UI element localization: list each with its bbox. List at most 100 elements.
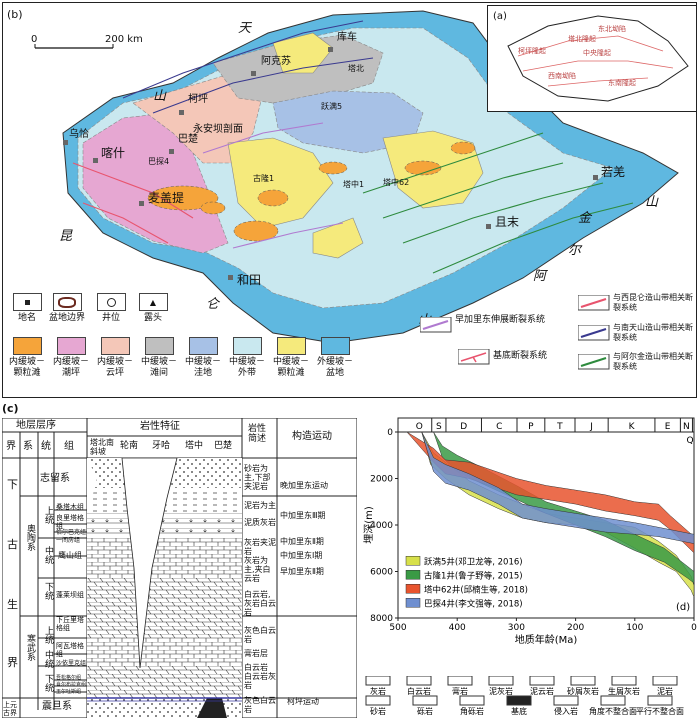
y-tick-label: 8000 [370,614,393,624]
place-marker [486,224,491,229]
desc-0: 砂岩为主,下部夹泥岩 [244,464,271,491]
legend-label-2: 塔中62井(邱楠生等, 2018) [424,584,528,595]
fault-lines [72,20,634,274]
desc-6: 灰色白云岩 [244,626,276,644]
tong-4: 中统 [43,650,53,668]
place-kuqa: 库车 [337,32,357,43]
desc-9: 白云岩灰岩 [244,672,276,690]
facies-6: 中缓坡－颗粒滩 [269,337,313,379]
head-tecto: 构造运动 [292,431,332,442]
burial-chart: O S D C P T J K E N Q 500 400 300 200 100 0 0 2000 4000 6000… [362,406,698,676]
facies-4: 中缓坡－洼地 [181,337,225,379]
lith-label: 砾岩 [417,706,433,716]
lith-label: 泥岩 [657,686,673,696]
zu-5: 蓬莱坝组 [56,591,84,599]
period-label: S [436,422,442,432]
strat-table [2,418,357,718]
place-marker [139,201,144,206]
head-xi: 系 [23,441,33,452]
legend-west-kunlun: 与西昆仑造山带相关断裂系统 [578,293,699,313]
lith-label: 膏岩 [452,686,468,696]
grain-shoal [404,160,442,176]
zu-0: 桑塔木组 [56,503,84,511]
zu-9: 吾松格尔组 [56,675,82,681]
lith-swatch [459,695,485,706]
x-tick-label: 200 [567,623,584,633]
head-desc: 岩性简述 [248,424,267,444]
place-kashi: 喀什 [101,146,126,160]
place-wuqia: 乌恰 [69,129,89,140]
label-bt4: 巴探4 [148,157,170,166]
zone-tabei: 塔北隆起 [568,35,596,43]
tong-2: 下统 [43,582,53,600]
zu-4: 鹰山组 [58,551,82,560]
desc-4: 灰岩为主,夹白云岩 [244,556,271,583]
legend-basin-boundary: 盆地边界 [47,293,87,324]
grain-shoal [147,185,219,211]
lith-swatch [506,695,532,706]
legend-label-3: 巴探4井(李文强等, 2018) [424,598,523,609]
lith-label: 砂岩 [370,706,386,716]
lith-swatch [652,675,678,686]
place-marker [179,110,184,115]
legend-swatch-3 [405,598,421,608]
lith-legend: 灰岩 白云岩 膏岩 泥灰岩 泥云岩 砂屑灰岩 生屑灰岩 泥岩 砂岩 砾岩 角砾岩 基底 侵入岩 角度不整合… [362,675,698,716]
tecto-3: 中加里东Ⅰ期 [280,551,323,560]
lith-label: 基底 [511,706,527,716]
legend-early-caledonian: 早加里东伸展断裂系统 [420,315,545,333]
zu-6: 下丘里塔格组 [56,616,84,632]
inset-a: (a) 东北坳陷 中央隆起 西南坳陷 东南隆起 塔北隆起 柯坪隆起 [487,5,697,112]
yellow-shoal-2 [227,137,334,229]
legend-swatch-0 [405,556,421,566]
region-er: 尔 [568,243,582,258]
label-gl1: 古隆1 [253,174,275,183]
zone-keping: 柯坪隆起 [518,47,546,55]
legend-well: 井位 [91,293,131,324]
y-tick-label: 6000 [370,568,393,578]
period-label: P [528,422,534,432]
zone-se: 东南隆起 [608,79,636,87]
y-axis-label: 埋深(m) [363,506,375,544]
period-label: T [556,422,563,432]
head-bachu: 巴楚 [214,441,233,451]
label-yonganba: 永安坝剖面 [193,124,243,135]
label-tz1: 塔中1 [343,180,365,189]
lith-label: 白云岩 [407,686,431,696]
panel-c-label: (c) [2,402,19,415]
place-marker [228,275,233,280]
head-strat: 地层层序 [16,420,56,431]
desc-3: 灰岩夹泥岩 [244,538,276,556]
xi-silurian: 志留系 [40,473,70,484]
lith-swatch [570,675,596,686]
facies-3: 中缓坡－滩间 [137,337,181,379]
x-tick-label: 0 [691,623,697,633]
inset-map [507,15,689,102]
x-tick-label: 100 [626,623,643,633]
tong-3: 上统 [43,626,53,644]
burial-chart-svg: O S D C P T J K E NQ 500 400 300 200 100 0 0 2000 4000 6000… [363,417,697,646]
head-tazhong: 塔中 [185,441,204,451]
zone-sw: 西南坳陷 [548,72,576,80]
period-label: J [589,422,593,432]
facies-7: 外缓坡－盆地 [313,337,357,379]
x-axis-label: 地质年龄(Ma) [515,633,578,646]
tecto-2: 中加里东Ⅱ期 [280,537,324,546]
lith-swatch [447,675,473,686]
head-zu: 组 [64,441,74,452]
desc-8: 白云岩 [244,663,268,672]
region-kun: 昆 [59,229,73,244]
x-tick-label: 400 [449,623,466,633]
desc-7: 膏岩层 [244,649,268,658]
zone-central: 中央隆起 [583,49,611,57]
lith-swatch [600,695,626,706]
zone-ne: 东北坳陷 [598,25,626,33]
xi-ordovician: 奥陶系 [25,524,35,551]
grain-shoal [200,201,226,215]
legend-altun: 与阿尔金造山带相关断裂系统 [578,352,699,372]
lith-label: 侵入岩 [554,706,578,716]
period-label: Q [686,436,693,446]
xi-sinian: 震旦系 [42,701,72,712]
lith-label: 生屑灰岩 [608,686,640,696]
lith-swatch [365,695,391,706]
yellow-shoal-3 [272,32,334,74]
